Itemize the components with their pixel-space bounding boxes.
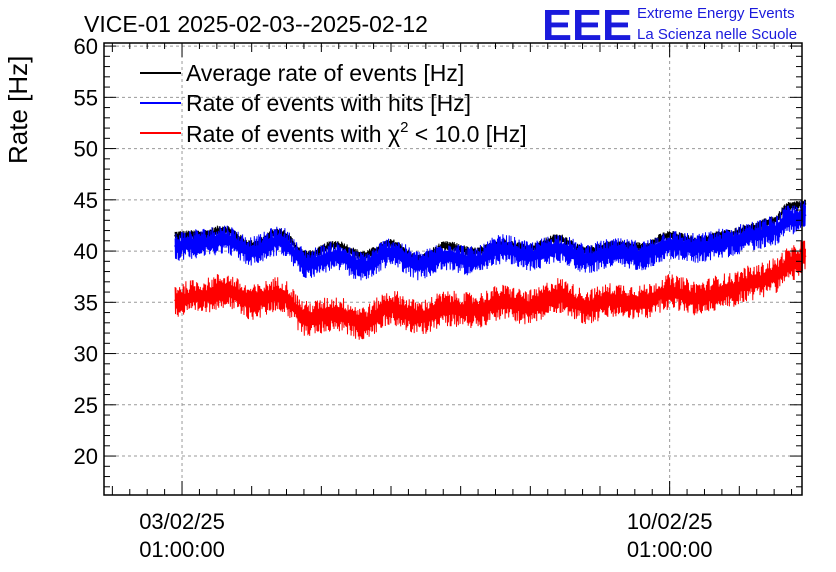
data-point	[585, 305, 587, 308]
y-tick-label: 30	[74, 342, 98, 367]
data-point	[787, 264, 789, 267]
y-tick-label: 25	[74, 393, 98, 418]
y-tick-label: 55	[74, 85, 98, 110]
legend-chi2-prefix: Rate of events with	[186, 121, 388, 147]
data-point	[804, 255, 807, 257]
data-point	[668, 244, 671, 246]
data-point	[501, 248, 504, 250]
x-tick-label-date: 10/02/25	[627, 509, 713, 534]
series-layer	[174, 199, 807, 340]
data-point	[613, 299, 615, 302]
data-point	[529, 255, 532, 257]
data-point	[473, 260, 476, 263]
y-tick-label: 60	[74, 34, 98, 59]
data-point	[390, 251, 392, 253]
data-point	[640, 301, 643, 304]
logo-mark: EEE	[542, 1, 632, 50]
data-point	[613, 252, 615, 254]
data-point	[557, 247, 559, 249]
data-point	[724, 242, 727, 244]
data-point	[334, 244, 337, 246]
data-point	[557, 294, 559, 296]
legend-chi2-superscript: 2	[400, 119, 408, 136]
data-point	[773, 219, 775, 222]
y-tick-label: 20	[74, 444, 98, 469]
data-point	[445, 307, 448, 310]
plot-frame	[103, 42, 803, 496]
data-point	[202, 295, 204, 297]
series-line-2	[174, 240, 806, 340]
data-point	[585, 257, 587, 260]
data-point	[306, 262, 309, 265]
data-point	[278, 240, 281, 242]
x-tick-label-time: 01:00:00	[139, 537, 225, 562]
legend-label-hits: Rate of events with hits [Hz]	[186, 90, 471, 116]
data-point	[250, 301, 253, 304]
data-point	[334, 312, 337, 315]
data-point	[752, 282, 755, 284]
y-tick-label: 40	[74, 239, 98, 264]
data-point	[418, 316, 420, 319]
series-1	[174, 200, 807, 281]
chart-title: VICE-01 2025-02-03--2025-02-12	[84, 11, 428, 37]
data-point	[390, 306, 392, 309]
data-point	[306, 317, 309, 320]
data-point	[668, 291, 671, 293]
data-point	[174, 299, 176, 302]
logo-line-2: La Scienza nelle Scuole	[637, 26, 797, 43]
data-point	[278, 293, 281, 295]
series-line-1	[174, 200, 806, 281]
x-tick-label-date: 03/02/25	[139, 509, 225, 534]
y-tick-label: 35	[74, 290, 98, 315]
axes: 20 25 30 35 40 45 50 55 60 03/02/25 01:00:00 10/02/…	[74, 34, 802, 562]
legend-chi2-symbol: χ	[388, 121, 400, 147]
data-point	[445, 255, 448, 257]
data-point	[418, 264, 420, 267]
y-tick-label: 50	[74, 137, 98, 162]
data-point	[362, 265, 364, 268]
y-axis-label: Rate [Hz]	[3, 56, 33, 164]
data-point	[202, 242, 204, 244]
data-point	[804, 214, 807, 216]
legend-label-chi2: Rate of events with χ2 < 10.0 [Hz]	[186, 119, 527, 147]
data-point	[362, 322, 364, 324]
eee-logo: EEE Extreme Energy Events La Scienza nel…	[542, 1, 797, 50]
data-point	[773, 274, 775, 277]
data-point	[250, 250, 253, 252]
data-point	[773, 229, 775, 232]
data-point	[787, 219, 789, 222]
legend-label-average: Average rate of events [Hz]	[186, 60, 464, 86]
data-point	[752, 234, 755, 237]
y-tick-label: 45	[74, 188, 98, 213]
legend: Average rate of events [Hz] Rate of even…	[140, 60, 527, 147]
data-point	[223, 289, 225, 291]
data-point	[223, 237, 225, 240]
data-point	[696, 247, 699, 249]
data-point	[529, 306, 532, 309]
data-point	[696, 297, 699, 300]
logo-line-1: Extreme Energy Events	[637, 5, 795, 22]
data-point	[501, 301, 504, 304]
data-point	[174, 245, 176, 247]
x-tick-label-time: 01:00:00	[627, 537, 713, 562]
legend-chi2-suffix: < 10.0 [Hz]	[408, 121, 526, 147]
data-point	[640, 254, 643, 256]
series-2	[174, 240, 807, 340]
data-point	[473, 309, 476, 312]
data-point	[724, 290, 727, 292]
data-point	[334, 255, 337, 257]
data-point	[445, 245, 448, 247]
